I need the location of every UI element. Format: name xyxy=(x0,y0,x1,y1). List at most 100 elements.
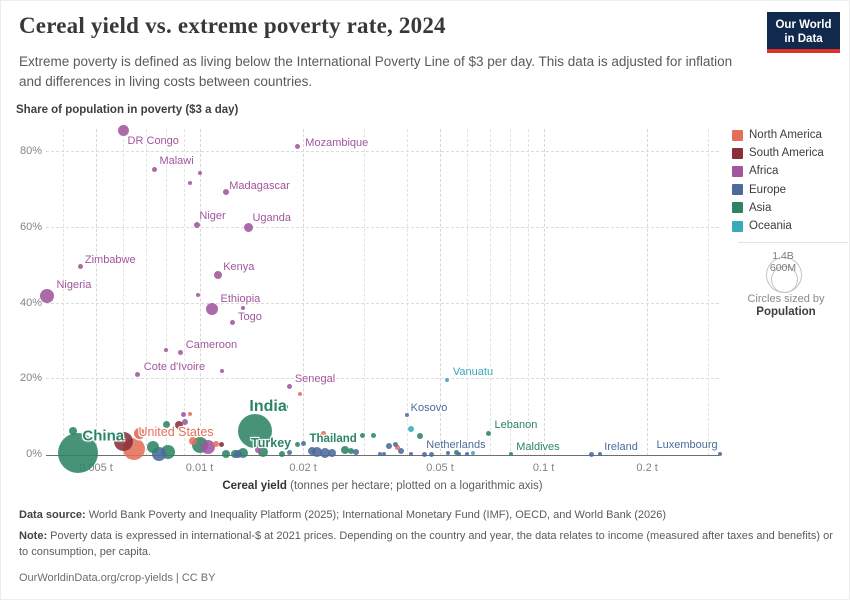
grid-line-x xyxy=(510,129,512,456)
data-point[interactable] xyxy=(286,384,292,390)
data-point[interactable] xyxy=(39,289,54,304)
data-point[interactable] xyxy=(444,377,450,383)
data-point[interactable] xyxy=(146,441,159,454)
data-point[interactable] xyxy=(219,441,225,447)
data-point[interactable] xyxy=(353,449,360,456)
data-point[interactable] xyxy=(219,369,224,374)
legend-item-europe[interactable]: Europe xyxy=(732,181,849,199)
data-point[interactable] xyxy=(182,419,189,426)
data-point[interactable] xyxy=(341,445,350,454)
data-point[interactable] xyxy=(378,452,383,456)
data-source-text: World Bank Poverty and Inequality Platfo… xyxy=(88,509,667,521)
data-point[interactable] xyxy=(320,431,326,437)
data-point[interactable] xyxy=(381,452,386,456)
data-point[interactable] xyxy=(588,451,594,457)
data-point[interactable] xyxy=(196,292,201,297)
data-point[interactable] xyxy=(295,441,301,447)
data-point[interactable] xyxy=(486,430,492,436)
data-point[interactable] xyxy=(328,448,337,457)
data-point[interactable] xyxy=(300,440,306,446)
data-point[interactable] xyxy=(471,450,476,455)
data-point[interactable] xyxy=(134,427,146,439)
chart-footer: Data source: World Bank Poverty and Ineq… xyxy=(19,507,833,590)
data-point[interactable] xyxy=(597,452,602,456)
legend-item-oceania[interactable]: Oceania xyxy=(732,217,849,235)
data-point[interactable] xyxy=(69,426,78,435)
data-point[interactable] xyxy=(114,432,123,441)
data-point[interactable] xyxy=(428,451,434,457)
data-point[interactable] xyxy=(238,413,273,448)
data-point[interactable] xyxy=(206,302,219,315)
data-point[interactable] xyxy=(456,452,461,456)
data-point[interactable] xyxy=(287,450,293,456)
country-label: Kosovo xyxy=(410,401,448,414)
data-point[interactable] xyxy=(408,426,415,432)
data-point[interactable] xyxy=(181,412,187,418)
data-point[interactable] xyxy=(174,420,183,429)
data-point[interactable] xyxy=(255,446,262,453)
data-point[interactable] xyxy=(316,432,322,438)
data-point[interactable] xyxy=(189,437,198,446)
data-point[interactable] xyxy=(58,432,99,473)
data-point[interactable] xyxy=(164,347,169,352)
data-point[interactable] xyxy=(221,450,230,458)
legend-divider xyxy=(738,242,848,243)
data-point[interactable] xyxy=(295,144,301,150)
data-point[interactable] xyxy=(134,371,140,377)
data-point[interactable] xyxy=(319,447,330,458)
data-point[interactable] xyxy=(718,452,723,456)
data-point[interactable] xyxy=(197,170,202,175)
data-point[interactable] xyxy=(298,392,303,397)
grid-line-x xyxy=(62,129,64,456)
data-point[interactable] xyxy=(508,452,513,456)
data-point[interactable] xyxy=(201,440,216,455)
legend-item-asia[interactable]: Asia xyxy=(732,199,849,217)
data-point[interactable] xyxy=(193,221,200,228)
source-link[interactable]: OurWorldinData.org/crop-yields | CC BY xyxy=(19,571,216,584)
data-point[interactable] xyxy=(241,305,246,310)
data-point[interactable] xyxy=(77,264,83,270)
owid-logo[interactable]: Our World in Data xyxy=(767,12,840,53)
data-point[interactable] xyxy=(385,443,392,450)
country-label: Ethiopia xyxy=(220,292,261,305)
data-point[interactable] xyxy=(393,441,399,447)
data-point[interactable] xyxy=(347,447,354,454)
data-point[interactable] xyxy=(360,433,366,439)
data-point[interactable] xyxy=(233,450,242,458)
data-point[interactable] xyxy=(307,446,316,455)
data-point[interactable] xyxy=(188,180,193,185)
data-point[interactable] xyxy=(117,125,129,137)
data-point[interactable] xyxy=(222,188,229,195)
country-label: Vanuatu xyxy=(452,366,494,379)
data-point[interactable] xyxy=(445,450,450,455)
data-point[interactable] xyxy=(238,447,249,458)
data-point[interactable] xyxy=(213,270,222,279)
data-point[interactable] xyxy=(464,452,469,456)
data-point[interactable] xyxy=(152,166,158,172)
data-point[interactable] xyxy=(312,447,323,458)
data-point[interactable] xyxy=(162,420,170,428)
data-point[interactable] xyxy=(422,451,428,457)
legend-item-africa[interactable]: Africa xyxy=(732,162,849,180)
data-point[interactable] xyxy=(279,451,286,457)
data-point[interactable] xyxy=(213,441,220,448)
data-point[interactable] xyxy=(394,445,400,451)
data-point[interactable] xyxy=(188,411,193,416)
legend-item-north-america[interactable]: North America xyxy=(732,126,849,144)
data-point[interactable] xyxy=(281,404,288,411)
grid-line-x xyxy=(440,129,441,456)
data-point[interactable] xyxy=(321,436,326,441)
data-point[interactable] xyxy=(416,432,423,439)
data-point[interactable] xyxy=(404,412,410,418)
data-point[interactable] xyxy=(258,447,269,458)
data-point[interactable] xyxy=(230,320,236,326)
data-point[interactable] xyxy=(397,447,404,454)
grid-line-x xyxy=(303,129,305,456)
data-point[interactable] xyxy=(177,350,183,356)
data-point[interactable] xyxy=(371,433,377,439)
legend-item-south-america[interactable]: South America xyxy=(732,144,849,162)
data-point[interactable] xyxy=(409,452,414,456)
data-point[interactable] xyxy=(244,223,254,233)
grid-line-x xyxy=(96,129,97,456)
data-point[interactable] xyxy=(453,450,459,456)
